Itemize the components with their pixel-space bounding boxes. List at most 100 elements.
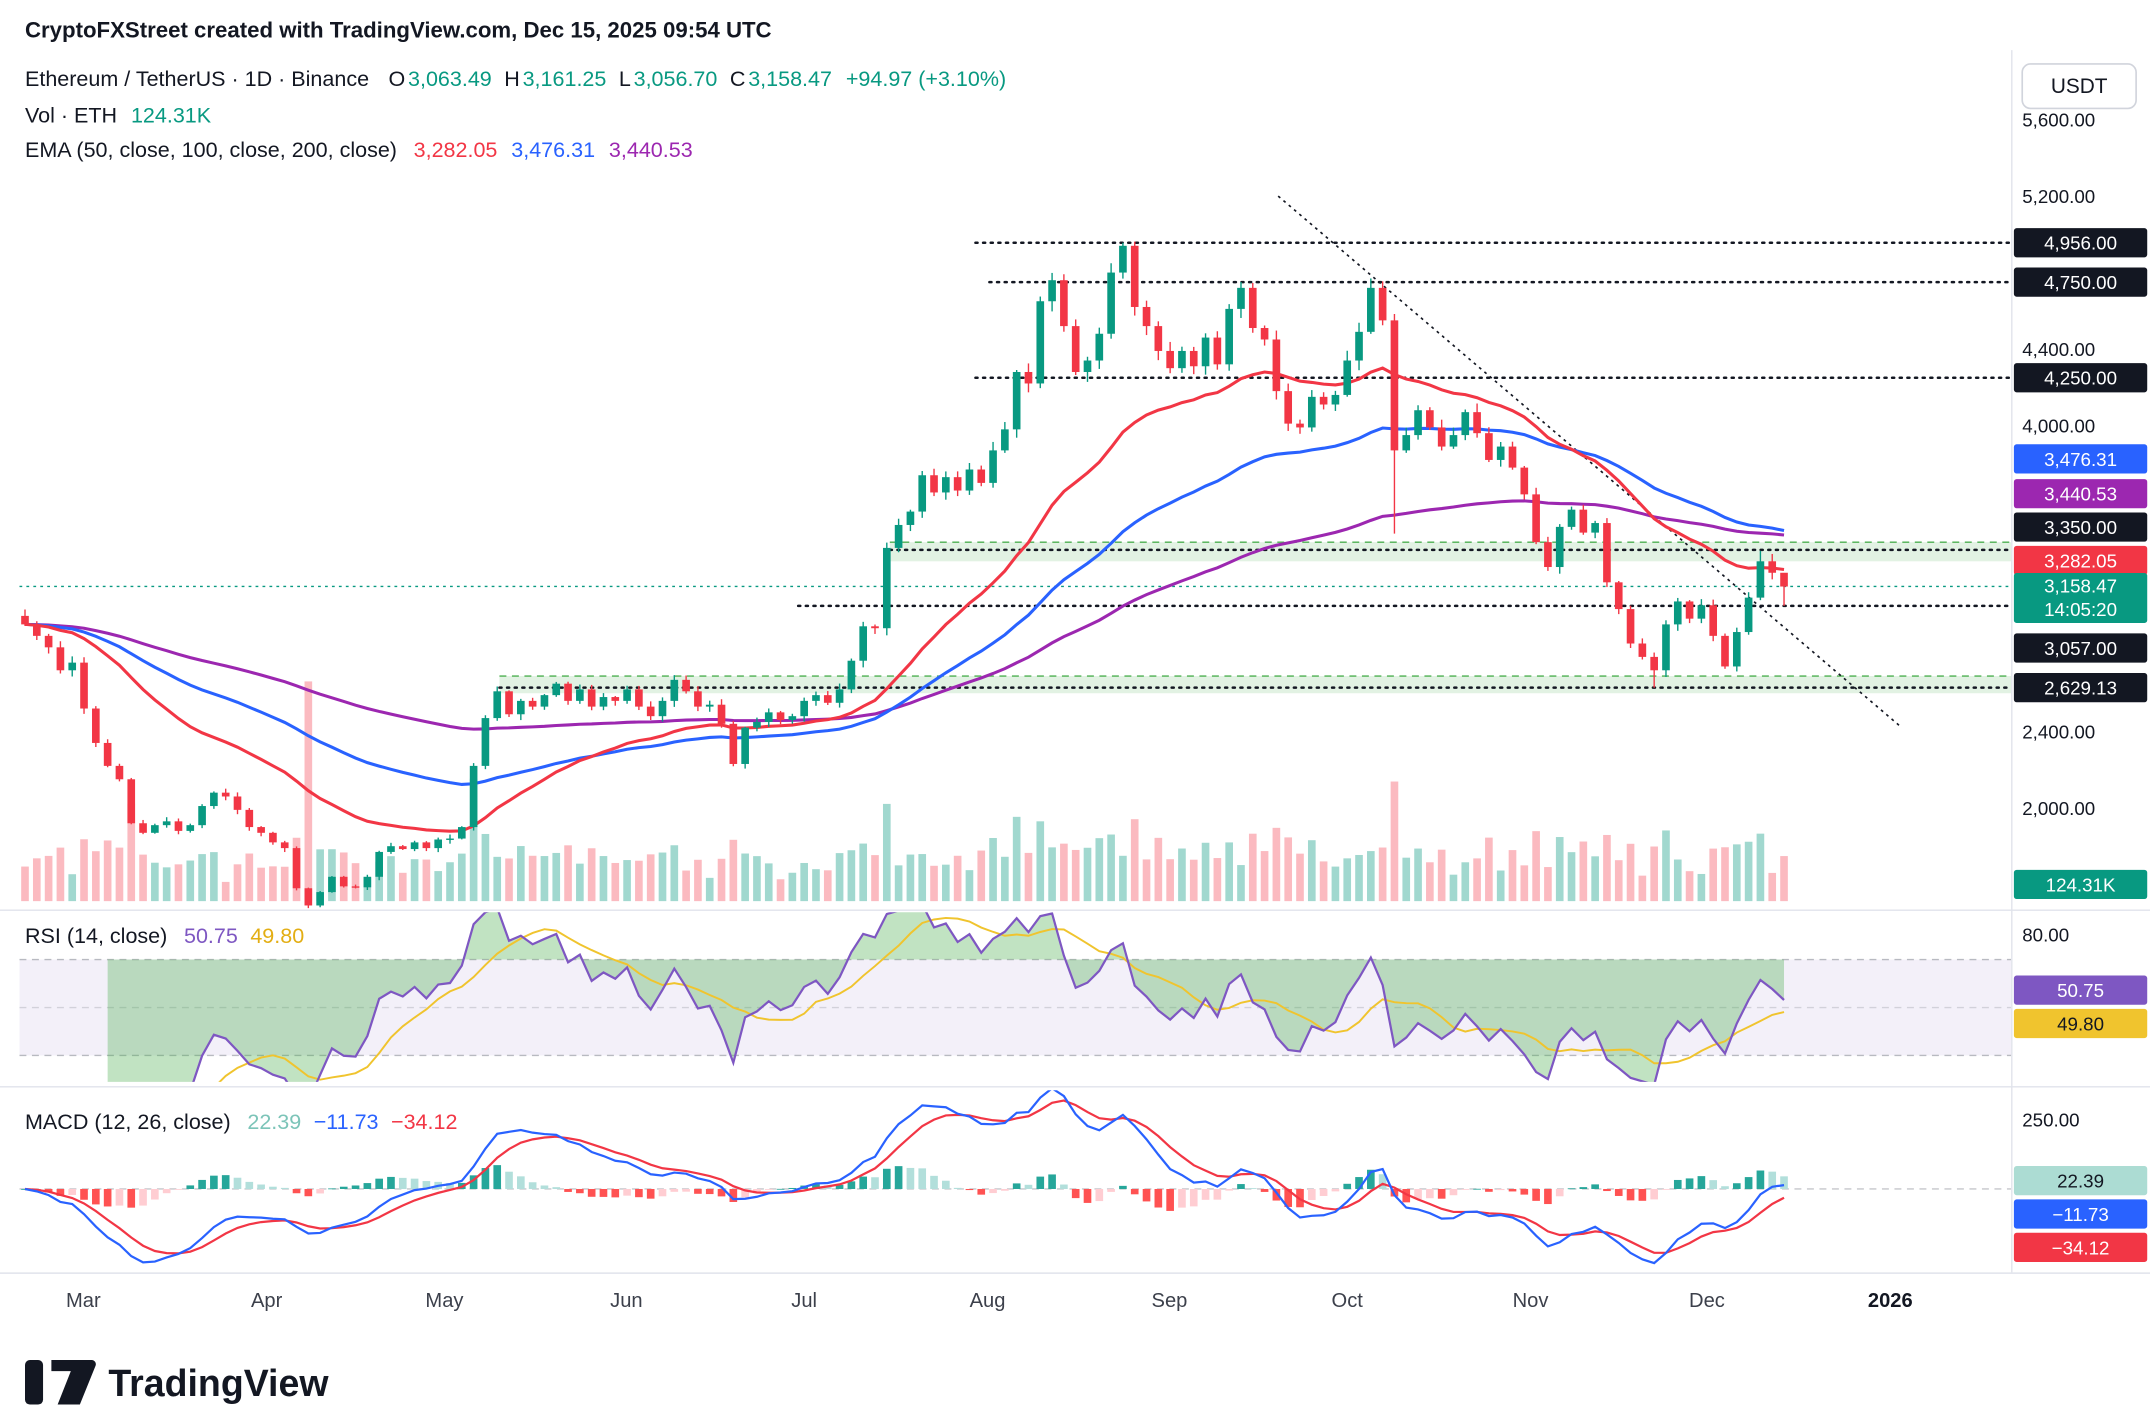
time-axis-label: Apr bbox=[251, 1290, 283, 1312]
macd-line-value: −11.73 bbox=[314, 1110, 379, 1134]
axis-price-badge: 22.39 bbox=[2013, 1166, 2148, 1196]
macd-legend-row[interactable]: MACD (12, 26, close) 22.39 −11.73 −34.12 bbox=[25, 1110, 457, 1134]
axis-tick-label: 2,400.00 bbox=[2022, 721, 2095, 742]
ema100-value: 3,476.31 bbox=[511, 138, 595, 162]
time-axis-label: Sep bbox=[1152, 1290, 1188, 1312]
svg-text:14:05:20: 14:05:20 bbox=[2044, 599, 2117, 620]
close-value: 3,158.47 bbox=[748, 67, 832, 91]
ema50-value: 3,282.05 bbox=[414, 138, 498, 162]
rsi-pane[interactable] bbox=[19, 904, 2012, 1120]
time-axis-label: Mar bbox=[66, 1290, 101, 1312]
rsi-ma-value: 49.80 bbox=[250, 924, 304, 948]
svg-text:3,350.00: 3,350.00 bbox=[2044, 517, 2117, 538]
low-value: 3,056.70 bbox=[634, 67, 718, 91]
macd-hist-value: 22.39 bbox=[247, 1110, 301, 1134]
axis-tick-label: 250.00 bbox=[2022, 1109, 2079, 1130]
logo-glyph-bar bbox=[25, 1360, 44, 1405]
svg-text:124.31K: 124.31K bbox=[2046, 874, 2116, 895]
axis-tick-label: 80.00 bbox=[2022, 924, 2069, 945]
logo-wordmark: TradingView bbox=[108, 1362, 329, 1404]
symbol-legend-row[interactable]: Ethereum / TetherUS · 1D · Binance O 3,063… bbox=[25, 67, 1006, 91]
axis-price-badge: 2,629.13 bbox=[2013, 673, 2148, 703]
descending-trendline[interactable] bbox=[1277, 195, 1901, 727]
svg-text:−11.73: −11.73 bbox=[2052, 1204, 2108, 1225]
svg-text:3,282.05: 3,282.05 bbox=[2044, 550, 2117, 571]
axis-price-badge: 124.31K bbox=[2013, 869, 2148, 900]
macd-label[interactable]: MACD (12, 26, close) bbox=[25, 1110, 231, 1134]
volume-label[interactable]: Vol · ETH bbox=[25, 103, 117, 127]
high-label: H bbox=[504, 67, 520, 91]
axis-price-badge: 3,440.53 bbox=[2013, 479, 2148, 509]
currency-button-label: USDT bbox=[2051, 75, 2108, 98]
svg-text:3,476.31: 3,476.31 bbox=[2044, 449, 2117, 470]
close-label: C bbox=[730, 67, 746, 91]
price-level-lines[interactable] bbox=[498, 241, 2012, 689]
candlesticks[interactable] bbox=[21, 241, 1788, 915]
macd-pane[interactable] bbox=[19, 1088, 2012, 1265]
axis-price-badge: 4,250.00 bbox=[2013, 363, 2148, 393]
ema-lines bbox=[24, 366, 1785, 833]
tradingview-logo[interactable]: TradingView bbox=[25, 1360, 329, 1405]
axis-tick-label: 2,000.00 bbox=[2022, 798, 2095, 819]
rsi-value: 50.75 bbox=[184, 924, 238, 948]
high-value: 3,161.25 bbox=[523, 67, 607, 91]
rsi-label[interactable]: RSI (14, close) bbox=[25, 924, 167, 948]
time-axis-label: Nov bbox=[1513, 1290, 1549, 1312]
main-price-pane[interactable] bbox=[19, 195, 2012, 915]
time-axis-label: Oct bbox=[1332, 1290, 1364, 1312]
open-value: 3,063.49 bbox=[408, 67, 492, 91]
rsi-overbought-fill bbox=[107, 912, 1785, 1082]
axis-price-badge: −34.12 bbox=[2013, 1232, 2148, 1262]
axis-price-badge: 4,750.00 bbox=[2013, 267, 2148, 297]
currency-toggle-button[interactable]: USDT bbox=[2021, 63, 2137, 110]
ema200-value: 3,440.53 bbox=[609, 138, 693, 162]
macd-signal-lines bbox=[24, 1090, 1785, 1265]
time-axis-label: Jul bbox=[791, 1290, 817, 1312]
svg-text:4,956.00: 4,956.00 bbox=[2044, 233, 2117, 254]
svg-text:−34.12: −34.12 bbox=[2052, 1237, 2110, 1258]
svg-text:49.80: 49.80 bbox=[2057, 1013, 2104, 1034]
rsi-lines bbox=[192, 912, 1785, 1082]
axis-price-badge: 3,158.47 14:05:20 bbox=[2013, 572, 2148, 623]
svg-text:22.39: 22.39 bbox=[2057, 1171, 2104, 1192]
axis-price-badge: 3,350.00 bbox=[2013, 512, 2148, 542]
axis-price-badge: 49.80 bbox=[2013, 1008, 2148, 1039]
axis-price-badge: 3,057.00 bbox=[2013, 633, 2148, 663]
symbol-title[interactable]: Ethereum / TetherUS · 1D · Binance bbox=[25, 67, 369, 91]
volume-value: 124.31K bbox=[131, 103, 212, 127]
rsi-legend-row[interactable]: RSI (14, close) 50.75 49.80 bbox=[25, 924, 304, 948]
axis-price-badge: 4,956.00 bbox=[2013, 228, 2148, 258]
macd-histogram bbox=[21, 1165, 1788, 1211]
price-axis[interactable]: 5,600.00 5,200.00 4,400.00 4,000.00 2,400.00… bbox=[2013, 110, 2148, 1262]
axis-price-badge: 3,476.31 bbox=[2013, 444, 2148, 474]
ema-label[interactable]: EMA (50, close, 100, close, 200, close) bbox=[25, 138, 397, 162]
macd-signal-value: −34.12 bbox=[391, 1110, 457, 1134]
pane-separators bbox=[0, 50, 2150, 1274]
change-value: +94.97 (+3.10%) bbox=[846, 67, 1006, 91]
axis-tick-label: 5,600.00 bbox=[2022, 110, 2095, 131]
support-zones bbox=[499, 541, 2012, 694]
axis-tick-label: 5,200.00 bbox=[2022, 186, 2095, 207]
ema-legend-row[interactable]: EMA (50, close, 100, close, 200, close) 3… bbox=[25, 138, 693, 162]
time-axis[interactable]: Mar Apr May Jun Jul Aug Sep Oct Nov Dec 2026 bbox=[66, 1290, 1913, 1312]
low-label: L bbox=[619, 67, 631, 91]
axis-price-badge: 50.75 bbox=[2013, 975, 2148, 1005]
time-axis-label: 2026 bbox=[1868, 1290, 1913, 1312]
axis-price-badge: −11.73 bbox=[2013, 1199, 2148, 1229]
time-axis-label: May bbox=[425, 1290, 464, 1312]
time-axis-label: Jun bbox=[610, 1290, 642, 1312]
svg-text:3,158.47: 3,158.47 bbox=[2044, 575, 2117, 596]
rsi-band bbox=[19, 959, 2012, 1056]
axis-tick-label: 4,400.00 bbox=[2022, 339, 2095, 360]
svg-text:2,629.13: 2,629.13 bbox=[2044, 678, 2117, 699]
volume-bars bbox=[21, 681, 1788, 902]
time-axis-label: Aug bbox=[970, 1290, 1006, 1312]
svg-text:4,750.00: 4,750.00 bbox=[2044, 272, 2117, 293]
logo-glyph-seven bbox=[51, 1360, 96, 1405]
volume-legend-row[interactable]: Vol · ETH 124.31K bbox=[25, 103, 212, 127]
axis-price-badge: 3,282.05 bbox=[2013, 545, 2148, 576]
svg-text:3,057.00: 3,057.00 bbox=[2044, 638, 2117, 659]
open-label: O bbox=[388, 67, 405, 91]
